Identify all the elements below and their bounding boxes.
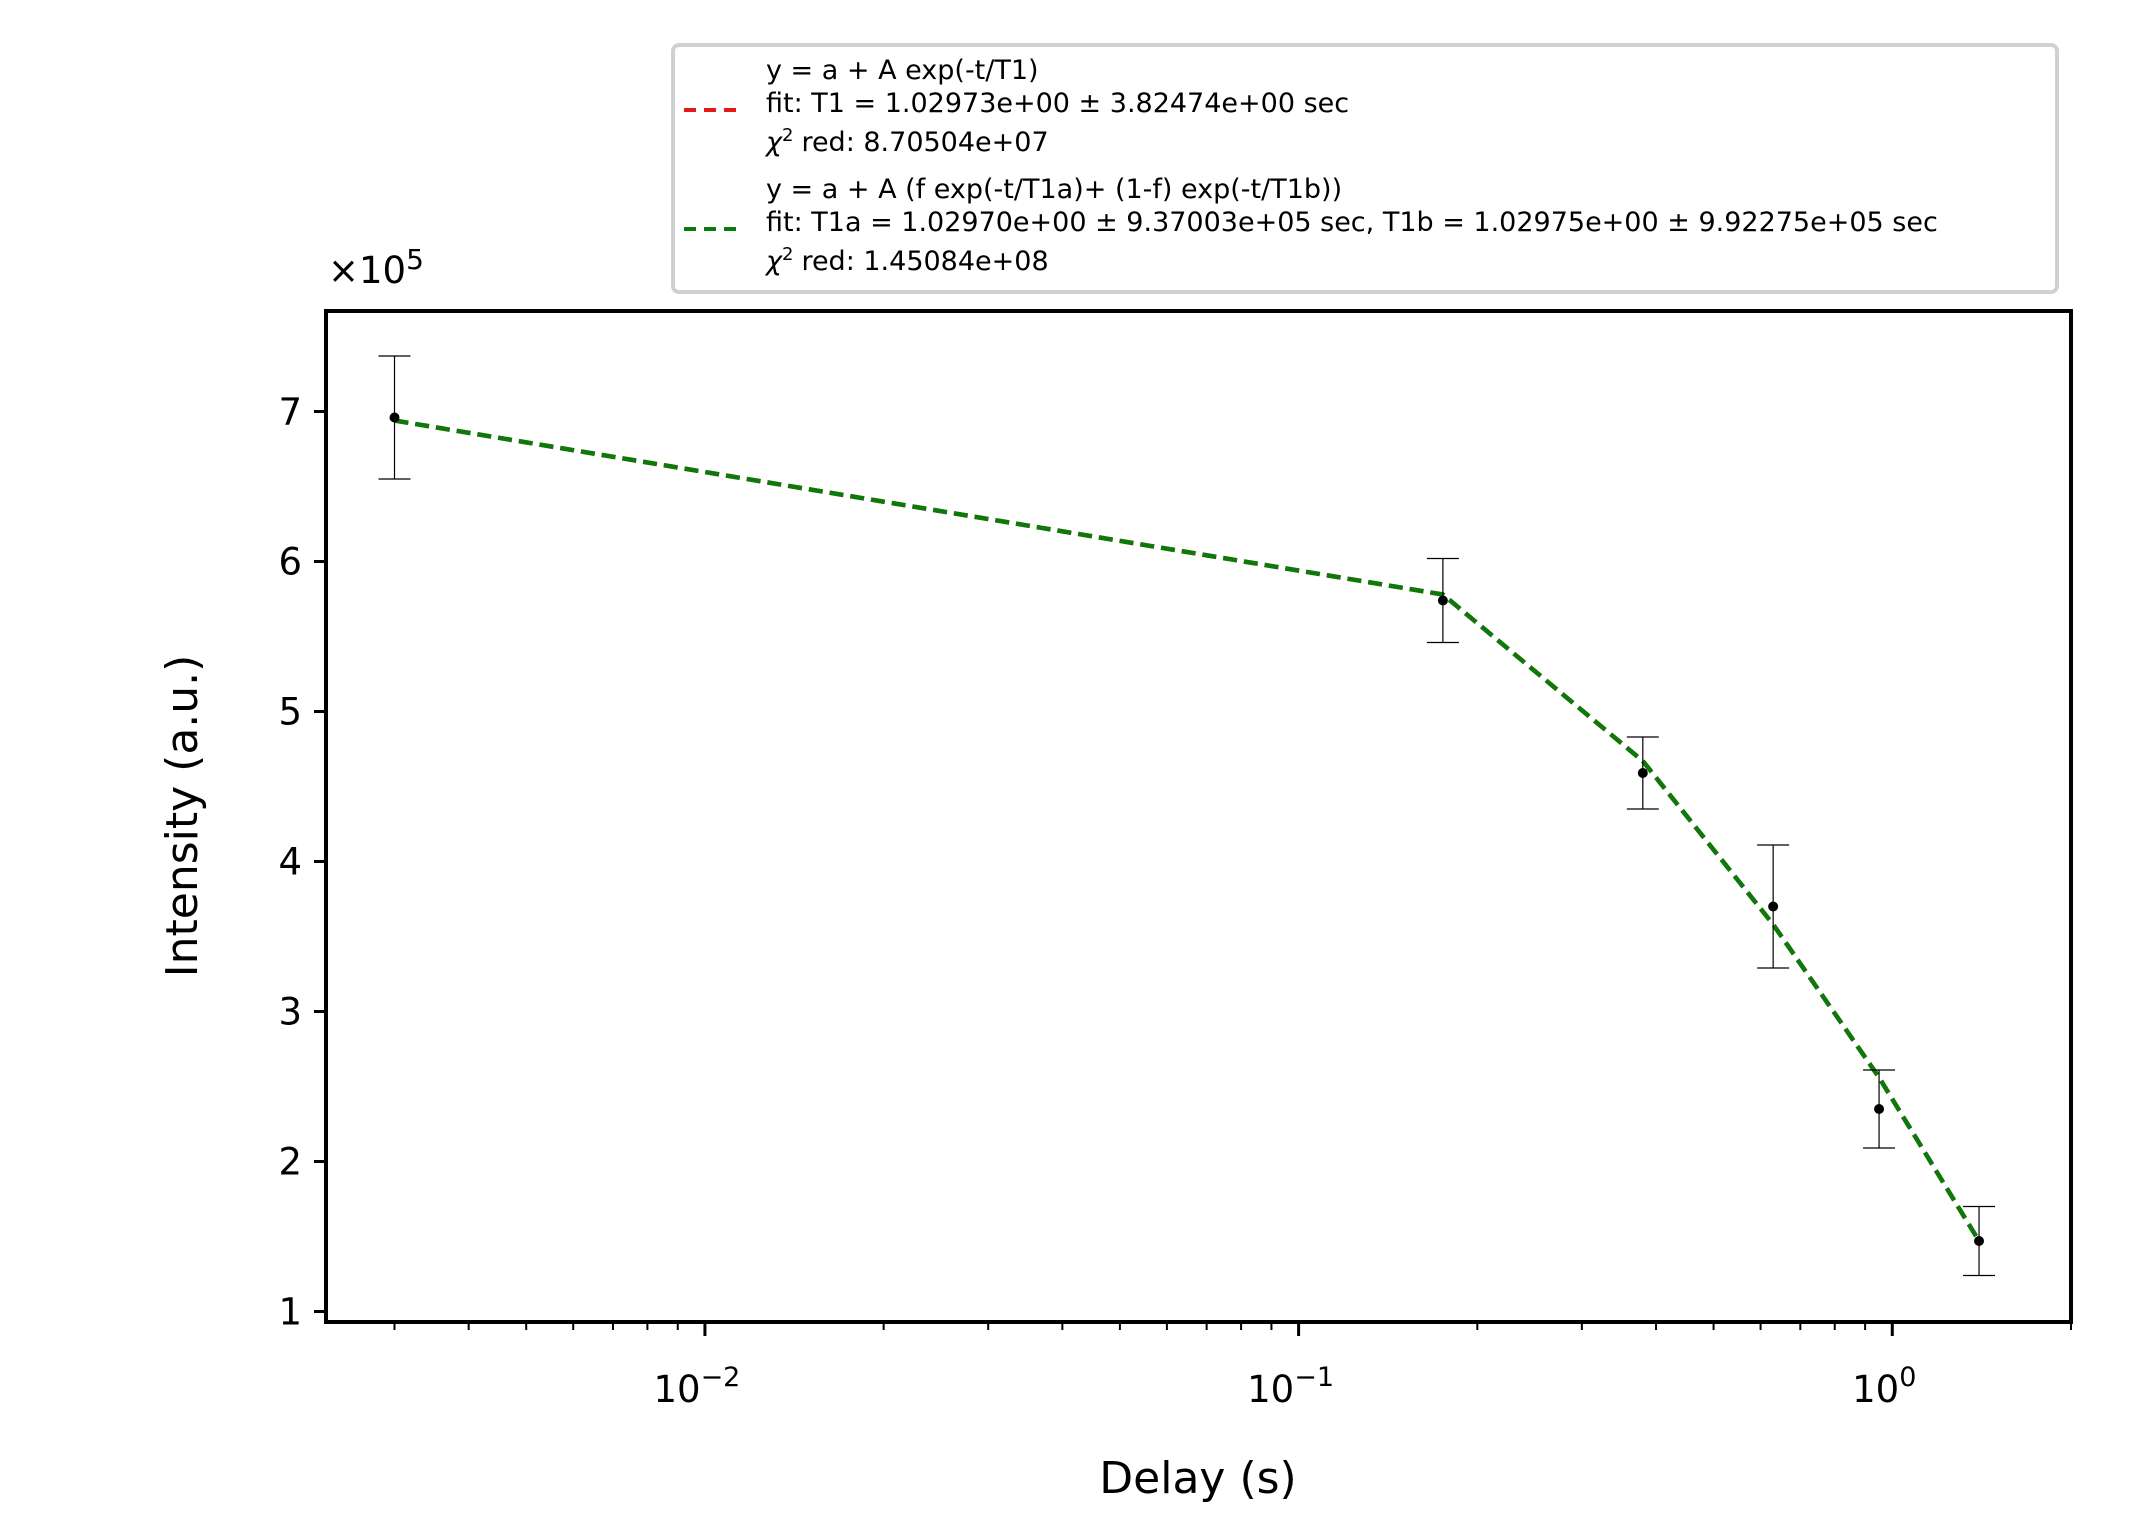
y-axis-title: Intensity (a.u.) xyxy=(157,655,208,978)
legend-series-2-chi: χ2 red: 1.45084e+08 xyxy=(764,244,1049,277)
legend: y = a + A exp(-t/T1) fit: T1 = 1.02973e+… xyxy=(671,43,2059,294)
legend-series-1-chi: χ2 red: 8.70504e+07 xyxy=(764,125,1049,158)
legend-box xyxy=(671,43,2059,294)
plot-area xyxy=(378,355,1996,1277)
chi-symbol: χ xyxy=(764,127,783,158)
x-axis-title: Delay (s) xyxy=(1099,1453,1296,1504)
y-multiplier: ×105 xyxy=(328,243,424,292)
data-point xyxy=(1437,595,1448,606)
axes-frame xyxy=(324,309,2073,1324)
axis-ticks: 1 2 3 4 5 6 7 10−2 10−1 100 xyxy=(278,391,2072,1411)
legend-series-2-fit: fit: T1a = 1.02970e+00 ± 9.37003e+05 sec… xyxy=(766,207,1938,238)
legend-series-1-name: y = a + A exp(-t/T1) xyxy=(766,55,1039,86)
data-point xyxy=(1637,768,1648,778)
y-tick-label-2: 2 xyxy=(278,1141,302,1184)
fit-line-series-2 xyxy=(394,418,1981,1243)
data-point xyxy=(389,412,400,423)
y-tick-label-4: 4 xyxy=(278,841,302,884)
y-tick-label-1: 1 xyxy=(278,1291,302,1334)
legend-series-1-chi-value: red: 8.70504e+07 xyxy=(801,127,1048,158)
data-point xyxy=(1768,901,1779,912)
x-tick-label-0: 10−2 xyxy=(653,1362,740,1411)
chi-symbol: χ xyxy=(764,246,783,277)
y-tick-label-5: 5 xyxy=(278,691,302,734)
x-tick-label-1: 10−1 xyxy=(1247,1362,1334,1411)
y-tick-label-3: 3 xyxy=(278,991,302,1034)
y-tick-label-6: 6 xyxy=(278,541,302,584)
legend-series-2-name: y = a + A (f exp(-t/T1a)+ (1-f) exp(-t/T… xyxy=(766,174,1342,205)
x-tick-label-2: 100 xyxy=(1852,1362,1916,1411)
fit-line-series-1 xyxy=(394,418,1981,1243)
legend-series-1-fit: fit: T1 = 1.02973e+00 ± 3.82474e+00 sec xyxy=(766,88,1349,119)
legend-series-2-chi-value: red: 1.45084e+08 xyxy=(801,246,1048,277)
data-point xyxy=(1874,1104,1885,1114)
y-tick-label-7: 7 xyxy=(278,391,302,434)
data-point xyxy=(1974,1236,1985,1246)
y-multiplier-exp: 5 xyxy=(406,243,424,276)
